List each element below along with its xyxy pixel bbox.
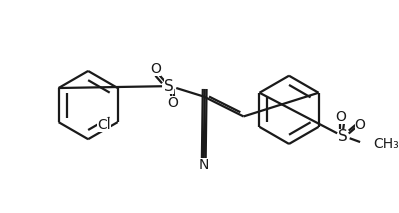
Text: S: S — [164, 79, 174, 94]
Text: O: O — [336, 110, 347, 124]
Text: O: O — [150, 62, 161, 76]
Text: Cl: Cl — [97, 118, 111, 132]
Text: CH₃: CH₃ — [373, 137, 399, 151]
Text: N: N — [199, 158, 209, 172]
Text: S: S — [338, 129, 348, 144]
Text: O: O — [355, 118, 365, 132]
Text: O: O — [167, 96, 178, 110]
